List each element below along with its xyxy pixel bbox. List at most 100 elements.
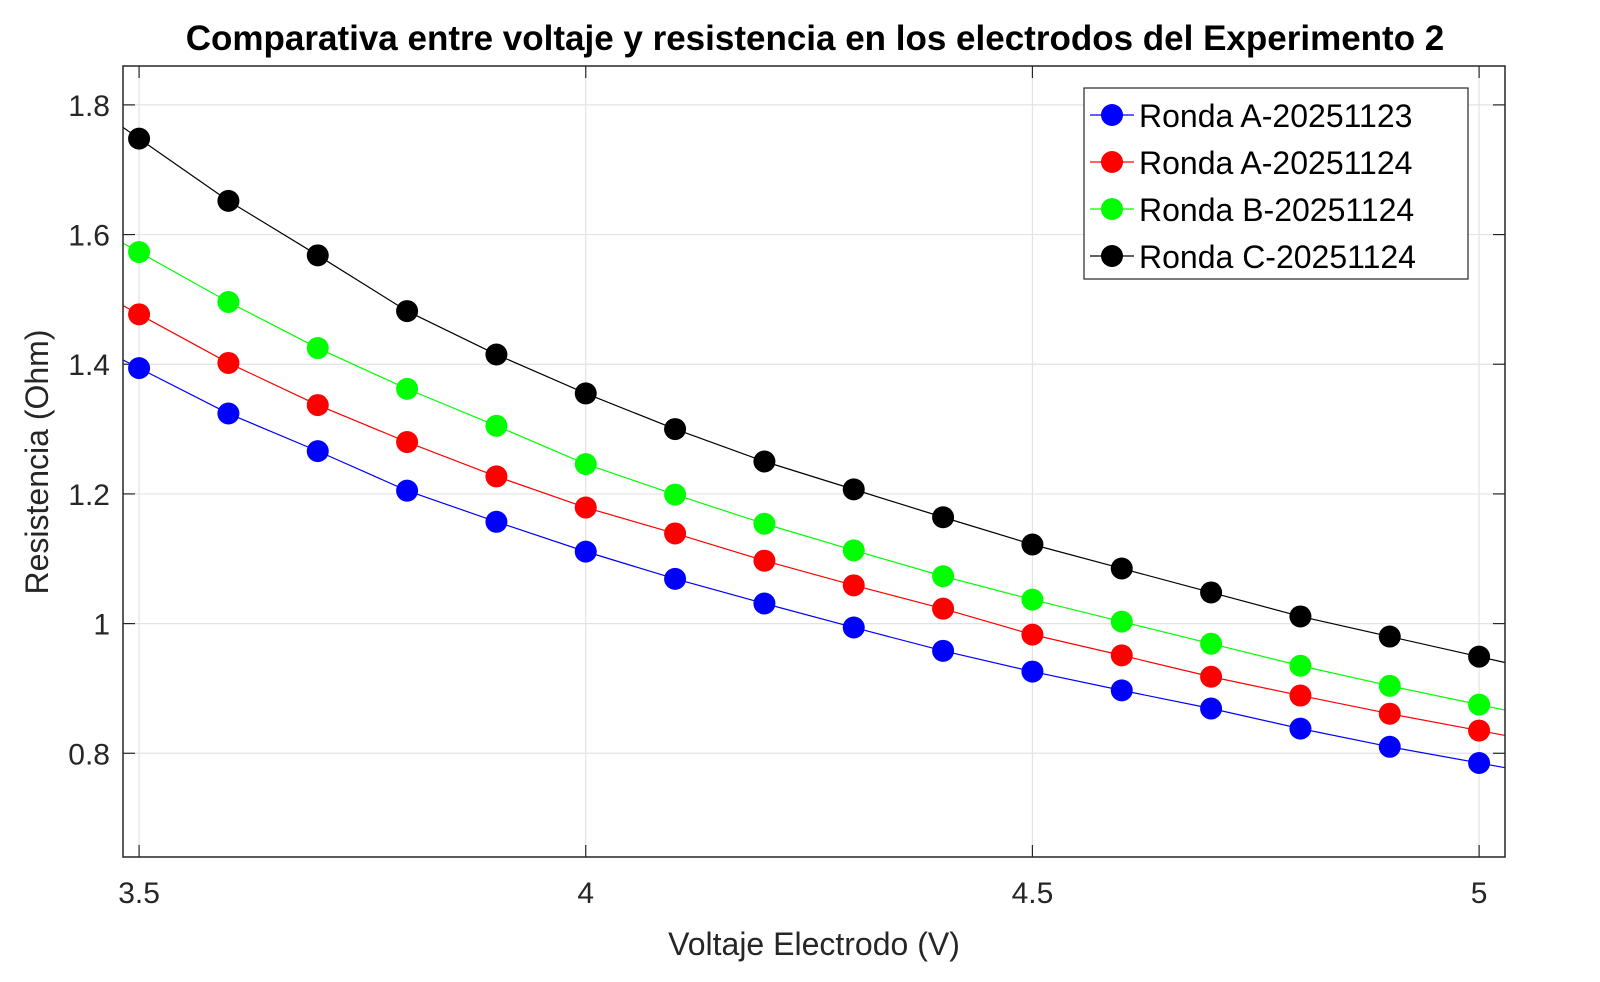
data-point (217, 291, 240, 314)
data-point (664, 567, 687, 590)
data-point (574, 453, 597, 476)
legend: Ronda A-20251123 Ronda A-20251124 Ronda B-… (1083, 87, 1469, 280)
data-point (306, 337, 329, 360)
legend-item: Ronda C-20251124 (1090, 239, 1416, 275)
data-point (1110, 644, 1133, 667)
x-tick-label: 5 (1471, 877, 1488, 910)
data-point (1021, 623, 1044, 646)
y-tick-label: 1.6 (68, 220, 110, 253)
data-point (485, 510, 508, 533)
data-point (128, 303, 151, 326)
data-point (664, 522, 687, 545)
data-point (1110, 557, 1133, 580)
series-4 (122, 126, 1506, 668)
legend-item: Ronda A-20251123 (1090, 98, 1412, 134)
data-point (396, 479, 419, 502)
data-point (1468, 645, 1491, 668)
data-point (1289, 654, 1312, 677)
data-point (842, 574, 865, 597)
data-point (1200, 581, 1223, 604)
data-point (396, 377, 419, 400)
legend-marker (1101, 198, 1123, 220)
legend-marker (1101, 151, 1123, 173)
x-tick-label: 3.5 (118, 877, 160, 910)
data-point (1378, 702, 1401, 725)
data-point (485, 343, 508, 366)
legend-marker (1101, 104, 1123, 126)
y-tick-label: 0.8 (68, 738, 110, 771)
data-point (128, 127, 151, 150)
data-point (574, 540, 597, 563)
x-axis-label: Voltaje Electrodo (V) (668, 926, 960, 962)
series-line (122, 126, 1506, 664)
data-point (1289, 684, 1312, 707)
data-point (1021, 660, 1044, 683)
y-tick-label: 1 (93, 609, 110, 642)
data-point (1468, 751, 1491, 774)
series-line (122, 359, 1506, 769)
series-3 (122, 241, 1506, 716)
series-line (122, 242, 1506, 711)
data-point (753, 450, 776, 473)
data-point (306, 440, 329, 463)
data-point (1468, 693, 1491, 716)
data-point (932, 506, 955, 529)
data-point (842, 478, 865, 501)
data-point (306, 394, 329, 417)
data-point (664, 483, 687, 506)
data-point (753, 592, 776, 615)
legend-item: Ronda B-20251124 (1090, 192, 1414, 228)
data-point (128, 357, 151, 380)
data-point (1468, 719, 1491, 742)
data-point (1200, 697, 1223, 720)
data-point (753, 512, 776, 535)
data-point (1110, 679, 1133, 702)
plot-frame (122, 65, 1506, 858)
series-1 (122, 357, 1506, 774)
data-point (217, 402, 240, 425)
data-point (306, 244, 329, 267)
data-point (217, 351, 240, 374)
legend-label: Ronda A-20251123 (1139, 98, 1412, 134)
data-point (1289, 717, 1312, 740)
data-point (1021, 533, 1044, 556)
data-point (396, 300, 419, 323)
legend-box (1083, 87, 1469, 280)
legend-label: Ronda A-20251124 (1139, 145, 1412, 181)
data-point (842, 539, 865, 562)
y-tick-label: 1.2 (68, 479, 110, 512)
data-point (932, 565, 955, 588)
x-tick-label: 4 (577, 877, 594, 910)
chart-title: Comparativa entre voltaje y resistencia … (186, 19, 1445, 58)
data-point (574, 496, 597, 519)
data-point (932, 597, 955, 620)
series-2 (122, 303, 1506, 742)
data-point (1200, 632, 1223, 655)
series-group (122, 126, 1506, 774)
data-point (932, 639, 955, 662)
tick-labels: 3.5 4 4.5 5 0.8 1 1.2 1.4 1.6 1.8 (68, 90, 1487, 910)
data-point (485, 414, 508, 437)
x-tick-label: 4.5 (1012, 877, 1054, 910)
data-point (664, 418, 687, 441)
data-point (217, 189, 240, 212)
data-point (1289, 605, 1312, 628)
data-point (396, 431, 419, 454)
y-axis-label: Resistencia (Ohm) (19, 330, 55, 595)
data-point (1200, 665, 1223, 688)
legend-item: Ronda A-20251124 (1090, 145, 1412, 181)
data-point (753, 549, 776, 572)
data-point (128, 241, 151, 264)
data-point (1110, 610, 1133, 633)
data-point (1378, 735, 1401, 758)
legend-label: Ronda C-20251124 (1139, 239, 1416, 275)
data-point (485, 465, 508, 488)
y-tick-label: 1.8 (68, 90, 110, 123)
data-point (842, 616, 865, 639)
data-point (1378, 674, 1401, 697)
y-tick-label: 1.4 (68, 349, 110, 382)
legend-marker (1101, 245, 1123, 267)
data-point (1378, 625, 1401, 648)
data-point (1021, 588, 1044, 611)
